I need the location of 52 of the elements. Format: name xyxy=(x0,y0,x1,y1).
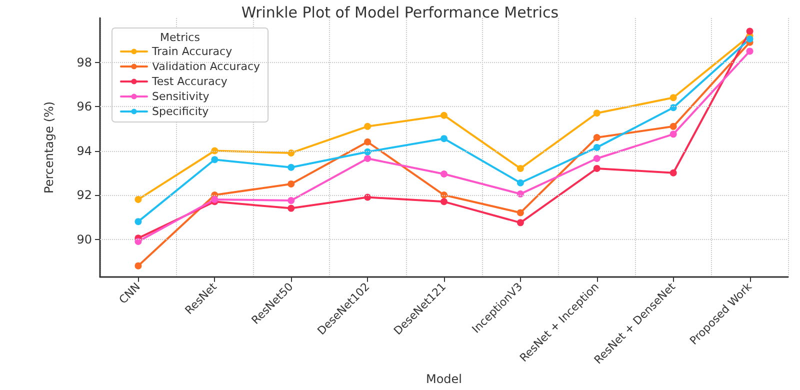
point xyxy=(364,122,372,130)
legend-label: Validation Accuracy xyxy=(152,60,261,73)
point xyxy=(288,180,295,188)
point xyxy=(516,209,524,216)
point xyxy=(211,147,218,154)
point xyxy=(593,164,600,172)
y-axis-title: Percentage (%) xyxy=(42,101,56,194)
point xyxy=(670,169,677,176)
point xyxy=(288,204,295,212)
point xyxy=(593,144,600,151)
y-tick-label: 90 xyxy=(76,232,92,246)
legend-label: Sensitivity xyxy=(152,90,210,103)
point xyxy=(440,198,448,206)
point xyxy=(670,94,677,102)
y-tick-label: 92 xyxy=(76,188,92,202)
point xyxy=(364,155,372,162)
chart-title: Wrinkle Plot of Model Performance Metrics xyxy=(241,4,559,22)
point xyxy=(670,104,677,112)
point xyxy=(134,238,142,245)
point xyxy=(134,218,142,226)
point xyxy=(134,196,142,203)
x-axis-title: Model xyxy=(426,372,462,386)
point xyxy=(364,194,372,201)
legend-label: Train Accuracy xyxy=(151,45,233,58)
point xyxy=(746,28,754,35)
point xyxy=(364,138,372,146)
point xyxy=(516,179,524,186)
y-tick-label: 98 xyxy=(76,55,92,70)
point xyxy=(288,149,295,156)
legend-label: Test Accuracy xyxy=(151,75,228,88)
point xyxy=(288,197,295,204)
legend-label: Specificity xyxy=(152,105,210,118)
point xyxy=(516,190,524,198)
point xyxy=(746,36,754,43)
point xyxy=(746,48,754,55)
point xyxy=(288,164,295,171)
point xyxy=(593,155,600,162)
point xyxy=(211,196,218,203)
point xyxy=(516,164,524,172)
point xyxy=(670,130,677,138)
legend-title: Metrics xyxy=(160,31,200,44)
point xyxy=(440,170,448,178)
point xyxy=(211,156,218,164)
y-tick-label: 96 xyxy=(76,100,92,114)
point xyxy=(593,110,600,117)
y-tick-label: 94 xyxy=(76,144,92,158)
point xyxy=(593,134,600,141)
point xyxy=(670,122,677,130)
point xyxy=(134,262,142,270)
point xyxy=(516,219,524,226)
point xyxy=(440,112,448,119)
point xyxy=(440,135,448,142)
